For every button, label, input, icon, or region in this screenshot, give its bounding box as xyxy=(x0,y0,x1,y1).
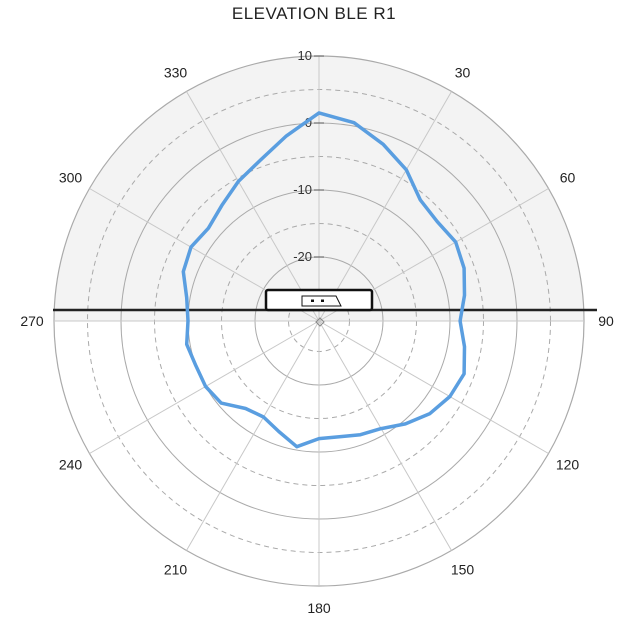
angle-label: 60 xyxy=(560,170,576,186)
spoke xyxy=(186,320,320,551)
angle-label: 120 xyxy=(556,457,580,473)
angle-labels: 30 60 90 120 150 180 210 240 270 300 330 xyxy=(20,65,614,617)
device-icon xyxy=(264,288,374,327)
chart-title: ELEVATION BLE R1 xyxy=(231,4,397,23)
spoke xyxy=(186,91,320,322)
angle-label: 270 xyxy=(20,313,44,329)
angle-label: 210 xyxy=(164,562,188,578)
radial-label: -10 xyxy=(293,182,312,197)
spoke xyxy=(318,91,452,322)
angle-label: 30 xyxy=(455,65,471,81)
angle-label: 330 xyxy=(164,65,188,81)
spoke xyxy=(318,320,452,551)
angle-label: 180 xyxy=(307,600,331,616)
spoke xyxy=(318,320,549,454)
angle-label: 150 xyxy=(451,562,475,578)
series-line xyxy=(181,111,467,449)
angle-label: 90 xyxy=(598,313,614,329)
angle-label: 240 xyxy=(59,457,83,473)
series-layer xyxy=(181,111,467,449)
radial-label: 10 xyxy=(298,48,312,63)
radial-label: -20 xyxy=(293,249,312,264)
angle-label: 300 xyxy=(59,170,83,186)
